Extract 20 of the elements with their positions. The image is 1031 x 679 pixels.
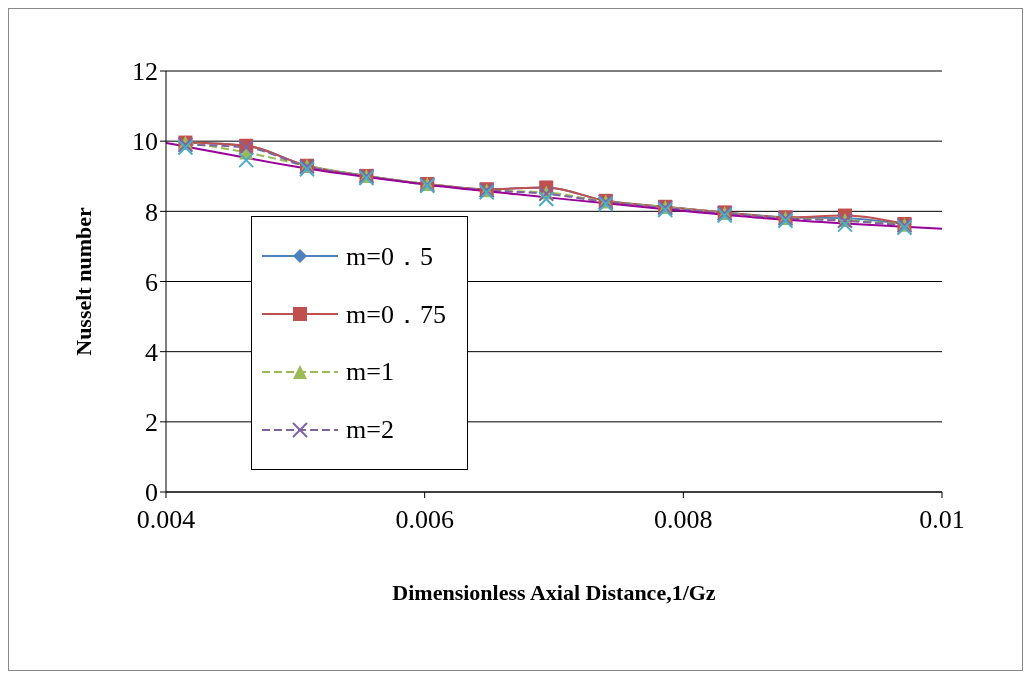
point (837, 216, 853, 233)
y-tick-label: 0 (145, 478, 158, 508)
legend-label: m=2 (346, 415, 394, 445)
point (238, 152, 255, 169)
x-axis-title: Dimensionless Axial Distance,1/Gz (392, 580, 716, 605)
point (538, 191, 555, 208)
y-tick-label: 12 (132, 57, 158, 87)
x-tick-label: 0.004 (136, 505, 196, 535)
y-tick-label: 8 (145, 197, 158, 227)
x-tick-label: 0.01 (919, 505, 965, 535)
y-axis-title: Nusselt number (70, 207, 96, 356)
x-tick-label: 0.008 (654, 505, 713, 535)
legend-label: m=0．75 (346, 298, 446, 331)
y-tick-label: 4 (145, 337, 158, 367)
legend-label: m=1 (346, 357, 394, 387)
y-tick-label: 6 (145, 267, 158, 297)
y-tick-label: 2 (145, 408, 158, 438)
y-tick-label: 10 (132, 127, 158, 157)
legend-label: m=0．5 (346, 240, 433, 273)
x-tick-label: 0.006 (395, 505, 454, 535)
